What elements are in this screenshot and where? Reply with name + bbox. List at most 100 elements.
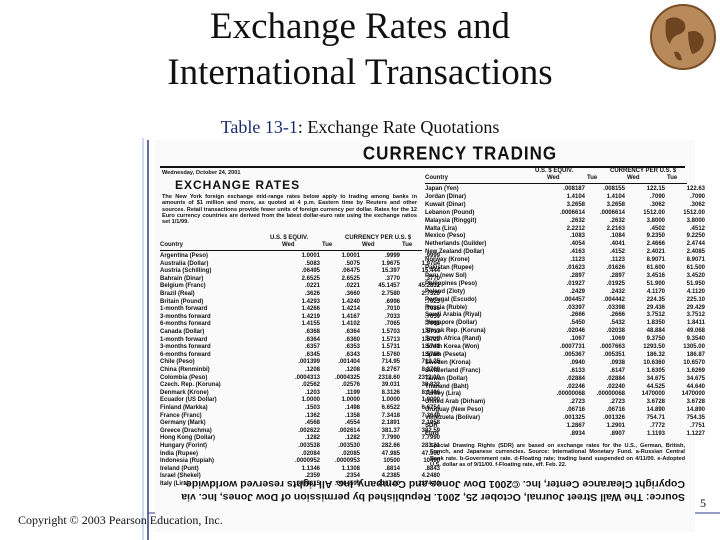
- table-row: New Zealand (Dollar) .4163 .4152 2.4021 2.40…: [425, 249, 705, 257]
- column-subheader: Tue: [402, 242, 413, 248]
- rate: 1.0000: [421, 397, 440, 404]
- country: Poland (Zloty): [425, 288, 465, 295]
- rate: 2.7320: [421, 291, 440, 297]
- rate: .003538: [298, 443, 320, 449]
- rate: .02085: [341, 450, 360, 457]
- country: 3-months forward: [160, 313, 211, 320]
- country: Hong Kong (Dollar): [160, 435, 215, 442]
- rate: .8934: [569, 430, 585, 437]
- table-row: 3-months forward 1.4219 1.4167 .7033 .7059: [160, 313, 440, 322]
- table-row: Norway (Krone) .1123 .1123 8.9071 8.9071: [425, 257, 705, 265]
- rate: .6360: [344, 336, 360, 343]
- rate: 8.2768: [421, 367, 440, 373]
- rate: 1.1308: [341, 465, 360, 472]
- country: Finland (Markka): [160, 405, 208, 411]
- country: Japan (Yen): [425, 186, 459, 192]
- table-row: Philippines (Peso) .01927 .01925 51.900 51.9…: [425, 281, 705, 289]
- title-line: International Transactions: [167, 52, 553, 93]
- rate: .0221: [304, 283, 320, 290]
- table-row: Slovak Rep. (Koruna) .02046 .02038 48.884 49…: [425, 328, 705, 336]
- table-row: Indonesia (Rupiah) .0000952 .0000953 10500 1…: [160, 458, 440, 466]
- table-row: 6-months forward 1.4155 1.4102 .7065 .7091: [160, 321, 440, 329]
- rate: 45.2832: [418, 283, 440, 290]
- rate: 61.500: [686, 265, 705, 271]
- rate: 14.890: [686, 407, 705, 414]
- rate: .02884: [566, 375, 585, 382]
- country: Austria (Schilling): [160, 268, 212, 275]
- rate: 1.5703: [381, 329, 400, 335]
- table-row: Israel (Shekel) .2359 .2354 4.2385 4.2480: [160, 473, 440, 481]
- rate: 3.2658: [566, 201, 585, 208]
- column-header: Country: [160, 242, 183, 248]
- rate: .2432: [609, 288, 625, 295]
- table-row: Jordan (Dinar) 1.4104 1.4104 .7090 .7090: [425, 193, 705, 202]
- rule: [160, 250, 422, 251]
- rate: .5450: [569, 320, 585, 327]
- rate: 1.4214: [341, 306, 360, 313]
- country: Czech. Rep. (Koruna): [160, 382, 221, 389]
- rate: 1.4167: [341, 313, 360, 320]
- rate: 8.3126: [381, 389, 400, 396]
- country: 6-months forward: [160, 351, 211, 358]
- rate: .7023: [424, 298, 440, 305]
- globe-icon: [650, 4, 716, 70]
- rate: .03398: [606, 304, 625, 311]
- table-row: 3-months forward .6357 .6353 1.5731 1.5741: [160, 344, 440, 352]
- table-row: Ireland (Punt) 1.1346 1.1308 .8814 .8843: [160, 465, 440, 474]
- rate: .6353: [344, 344, 360, 351]
- table-row: Austria (Schilling) .06495 .06475 15.397 15.…: [160, 268, 440, 276]
- column-subheader: Wed: [547, 175, 560, 181]
- rate: .004457: [563, 296, 585, 303]
- rate: .7751: [689, 423, 705, 429]
- rate: 1512.00: [683, 209, 705, 216]
- country: France (Franc): [160, 412, 202, 419]
- rate: .0004599: [334, 481, 360, 487]
- table-row: Canada (Dollar) .6368 .6364 1.5703 1.5713: [160, 329, 440, 337]
- country: SDR: [425, 423, 438, 429]
- rate: 1.5741: [421, 344, 440, 351]
- country: Taiwan (Dollar): [425, 375, 468, 382]
- rate: 1.1346: [301, 465, 320, 472]
- rate: .008187: [563, 186, 585, 192]
- rate: .3660: [344, 291, 360, 297]
- table-row: Taiwan (Dollar) .02884 .02884 34.675 34.675: [425, 375, 705, 384]
- country: Norway (Krone): [425, 257, 470, 264]
- rule: [160, 166, 685, 168]
- rate: .4163: [569, 249, 585, 256]
- rate: .1358: [344, 412, 360, 419]
- rate: 754.71: [646, 415, 665, 422]
- table-row: Greece (Drachma) .002622 .002614 381.37 382.…: [160, 428, 440, 436]
- table-row: Singapore (Dollar) .5450 .5432 1.8350 1.8411: [425, 320, 705, 328]
- rate: 1.5731: [381, 344, 400, 351]
- rate: 2.7580: [381, 291, 400, 297]
- rate: .1208: [344, 367, 360, 373]
- rate: 44.640: [686, 383, 705, 390]
- rate: 8.2767: [381, 367, 400, 373]
- table-row: 6-months forward .6345 .6343 1.5760 1.5766: [160, 351, 440, 360]
- rate: 714.95: [381, 359, 400, 366]
- column-group: CURRENCY PER U.S. $: [610, 168, 677, 174]
- table-row: 1-month forward 1.4266 1.4214 .7010 .7035: [160, 306, 440, 314]
- rate: 1.4104: [566, 193, 585, 200]
- rate: .02046: [566, 328, 585, 335]
- table-row: 1-month forward .6364 .6360 1.5713 1.5723: [160, 336, 440, 345]
- rate: 45.1457: [378, 283, 400, 290]
- rate: 10.6570: [683, 359, 705, 366]
- rate: .1203: [304, 389, 320, 396]
- rate: 10490: [423, 458, 440, 465]
- rate: .3062: [689, 201, 705, 208]
- rate: 4.2385: [381, 473, 400, 480]
- rate: 1.5760: [381, 351, 400, 358]
- rate: 1470000: [641, 391, 665, 398]
- rate: 3.8000: [646, 217, 665, 224]
- rate: .4152: [609, 249, 625, 256]
- rate: 2.6525: [301, 275, 320, 282]
- rate: 29.436: [646, 304, 665, 311]
- rate: .2666: [609, 312, 625, 319]
- rate: 4.2480: [421, 473, 440, 480]
- rate: 48.884: [646, 328, 665, 335]
- country: Canada (Dollar): [160, 329, 205, 335]
- rate: .001404: [338, 359, 360, 366]
- table-row: Britain (Pound) 1.4293 1.4240 .6996 .7023: [160, 299, 440, 307]
- country: South Korea (Won): [425, 344, 480, 350]
